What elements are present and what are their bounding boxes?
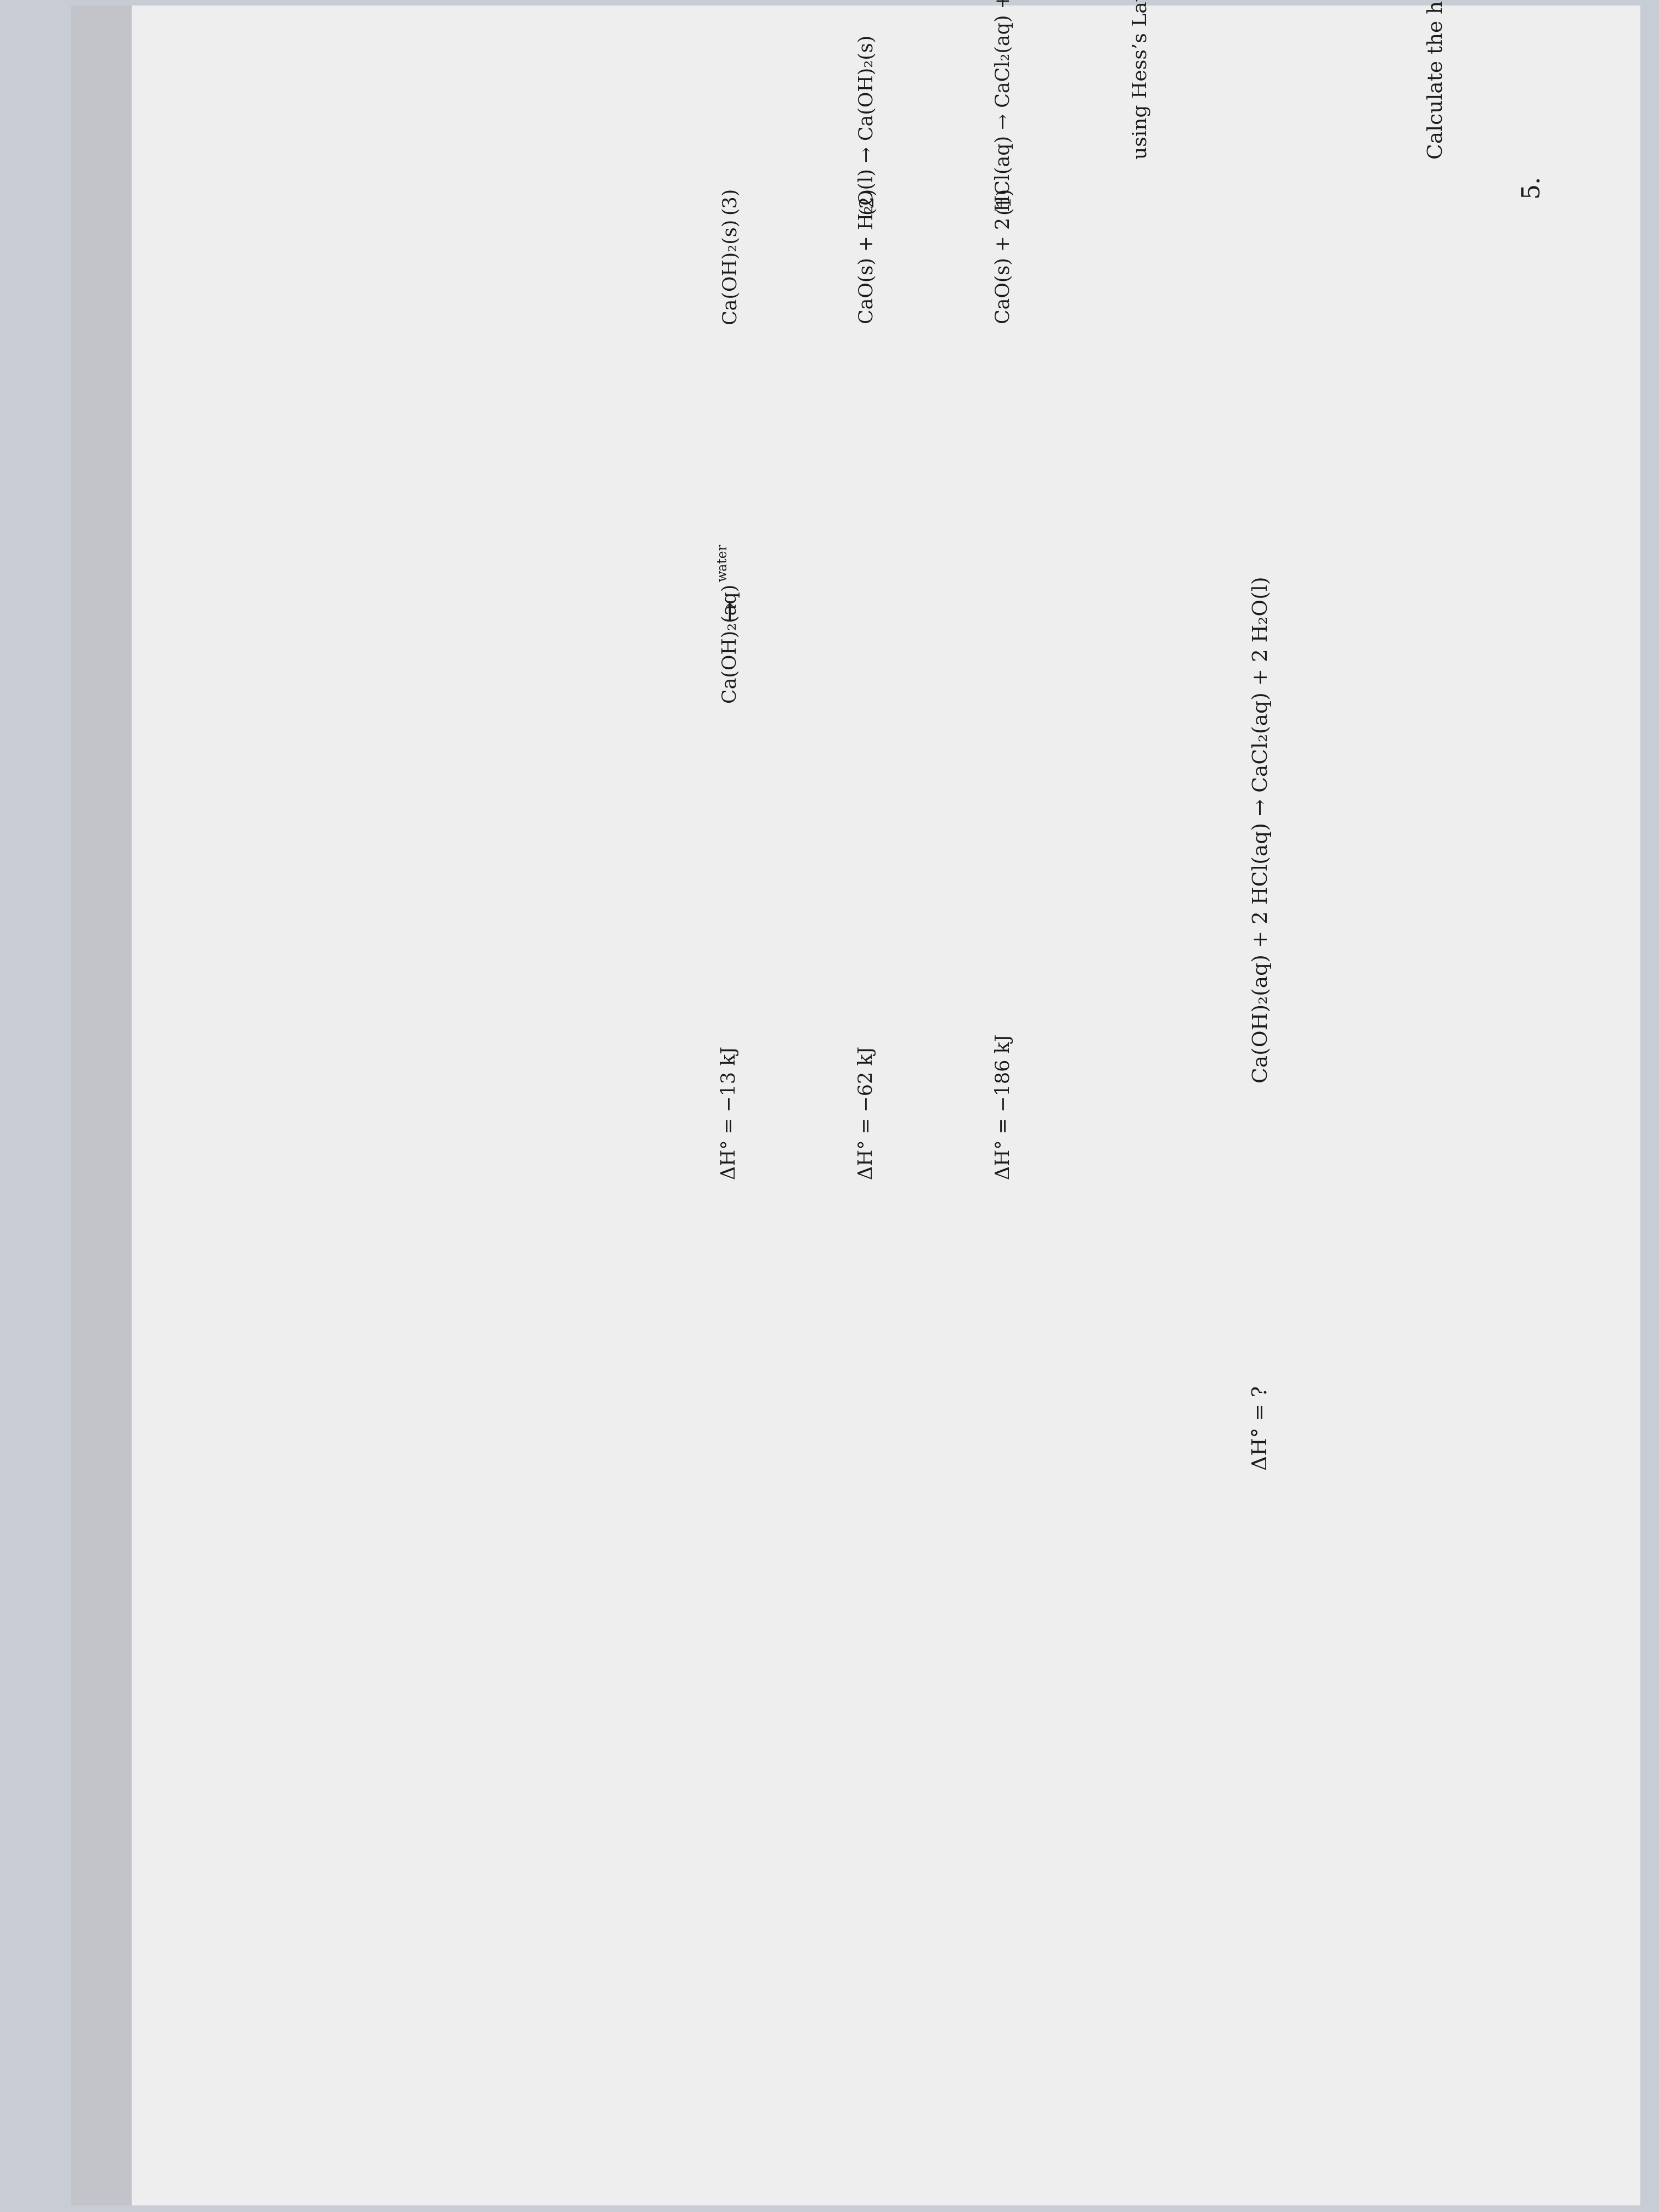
Text: ΔH° = −62 kJ: ΔH° = −62 kJ <box>858 1046 876 1179</box>
Text: CaO(s) + 2 HCl(aq) → CaCl₂(aq) + H₂O(l): CaO(s) + 2 HCl(aq) → CaCl₂(aq) + H₂O(l) <box>995 0 1014 323</box>
FancyBboxPatch shape <box>71 4 131 2205</box>
Text: using Hess’s Law and the three thermochemical equations below. Show work.: using Hess’s Law and the three thermoche… <box>1131 0 1151 159</box>
Text: water: water <box>717 544 730 582</box>
Text: (2): (2) <box>858 188 876 215</box>
Text: CaO(s) + H₂O(l) → Ca(OH)₂(s): CaO(s) + H₂O(l) → Ca(OH)₂(s) <box>858 35 876 323</box>
Text: ΔH° = −186 kJ: ΔH° = −186 kJ <box>995 1033 1014 1179</box>
Text: Ca(OH)₂(s): Ca(OH)₂(s) <box>720 219 738 323</box>
Text: ΔH° = −13 kJ: ΔH° = −13 kJ <box>720 1046 738 1179</box>
Text: 5.: 5. <box>1518 175 1543 197</box>
Text: (1): (1) <box>995 188 1014 215</box>
Text: ΔH° = ?: ΔH° = ? <box>1253 1385 1272 1471</box>
Text: Calculate the heat of neutralization for limewater, Ca(OH)₂(aq), and hydrochlori: Calculate the heat of neutralization for… <box>1427 0 1448 159</box>
Text: →: → <box>718 599 742 619</box>
FancyBboxPatch shape <box>71 4 1641 2205</box>
Text: (3): (3) <box>720 188 738 215</box>
Text: Ca(OH)₂(aq): Ca(OH)₂(aq) <box>720 584 738 701</box>
Text: Ca(OH)₂(aq) + 2 HCl(aq) → CaCl₂(aq) + 2 H₂O(l): Ca(OH)₂(aq) + 2 HCl(aq) → CaCl₂(aq) + 2 … <box>1253 575 1272 1084</box>
